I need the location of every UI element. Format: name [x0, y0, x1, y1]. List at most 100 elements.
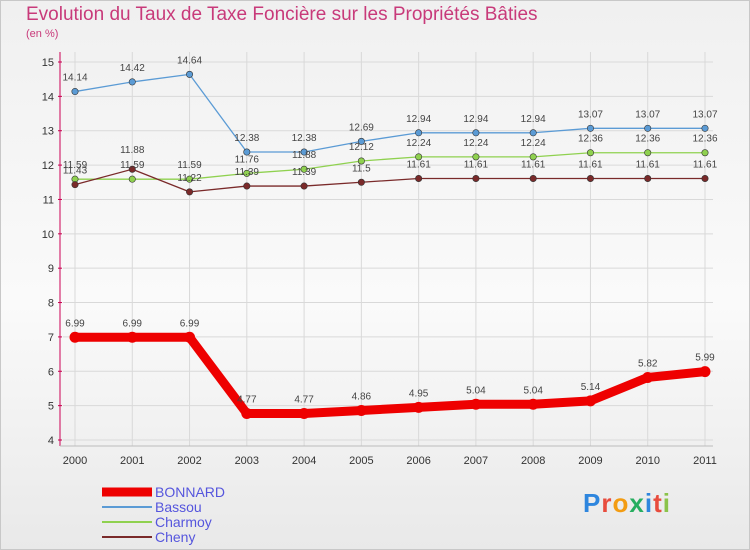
data-point-bassou	[357, 137, 365, 145]
series-line-charmoy	[74, 152, 706, 180]
axes: 4 5 6 7 8 9 10 11 12 13 14 15 2000 2001 2002 2003 2004 20…	[42, 52, 717, 467]
data-label-bonnard: 4.77	[237, 395, 257, 406]
data-point-bonnard	[527, 398, 539, 410]
data-label-charmoy: 11.59	[177, 160, 202, 171]
data-label-cheny: 11.61	[521, 159, 546, 170]
legend-label-bassou: Bassou	[155, 499, 202, 515]
data-label-bonnard: 5.04	[523, 385, 543, 396]
data-label-charmoy: 12.12	[349, 142, 374, 153]
data-label-bassou: 12.94	[406, 114, 431, 125]
data-point-cheny	[701, 174, 709, 182]
x-tick-label: 2009	[578, 455, 602, 467]
series-line-cheny	[74, 168, 706, 193]
series-line-bassou	[74, 73, 706, 153]
data-point-cheny	[357, 178, 365, 186]
proxiti-logo: Proxiti	[583, 488, 671, 519]
data-point-charmoy	[243, 169, 251, 177]
data-point-charmoy	[701, 149, 709, 157]
data-point-bonnard	[69, 331, 81, 343]
data-point-bassou	[186, 70, 194, 78]
data-label-cheny: 11.61	[578, 159, 603, 170]
data-label-bassou: 14.64	[177, 55, 202, 66]
data-label-bonnard: 6.99	[123, 318, 143, 329]
data-label-cheny: 11.39	[292, 167, 317, 178]
data-label-charmoy: 12.36	[692, 134, 717, 145]
data-label-cheny: 11.39	[235, 167, 260, 178]
data-point-cheny	[71, 181, 79, 189]
x-tick-label: 2001	[120, 455, 144, 467]
y-tick-label: 15	[42, 57, 54, 69]
data-point-charmoy	[529, 153, 537, 161]
x-tick-label: 2011	[693, 455, 717, 467]
y-tick-label: 13	[42, 126, 54, 138]
logo-letter: P	[583, 488, 602, 518]
data-point-bonnard	[642, 371, 654, 383]
data-point-bonnard	[470, 398, 482, 410]
data-label-bonnard: 6.99	[180, 318, 200, 329]
data-point-bonnard	[413, 401, 425, 413]
data-label-bassou: 14.14	[62, 73, 87, 84]
data-label-bonnard: 5.04	[466, 385, 486, 396]
data-point-charmoy	[644, 149, 652, 157]
legend-label-charmoy: Charmoy	[155, 514, 212, 530]
data-label-bonnard: 6.99	[65, 318, 85, 329]
data-point-bassou	[701, 124, 709, 132]
y-tick-label: 14	[42, 91, 54, 103]
y-tick-label: 12	[42, 160, 54, 172]
data-label-charmoy: 12.24	[406, 138, 431, 149]
data-label-bonnard: 5.14	[581, 382, 601, 393]
data-point-bonnard	[355, 404, 367, 416]
data-point-bassou	[71, 88, 79, 96]
x-tick-label: 2008	[521, 455, 545, 467]
data-point-bassou	[415, 129, 423, 137]
data-point-bassou	[472, 129, 480, 137]
data-point-charmoy	[415, 153, 423, 161]
data-label-bonnard: 5.99	[695, 353, 715, 364]
data-point-charmoy	[357, 157, 365, 165]
data-label-charmoy: 12.36	[578, 134, 603, 145]
logo-letter: t	[653, 488, 663, 518]
y-tick-label: 5	[48, 401, 54, 413]
x-tick-label: 2005	[349, 455, 373, 467]
data-point-cheny	[529, 174, 537, 182]
data-label-bonnard: 5.82	[638, 358, 658, 369]
data-label-charmoy: 12.24	[521, 138, 546, 149]
chart-title: Evolution du Taux de Taxe Foncière sur l…	[26, 4, 538, 25]
data-label-bassou: 14.42	[120, 63, 145, 74]
data-label-cheny: 11.61	[636, 159, 661, 170]
data-point-cheny	[128, 165, 136, 173]
data-point-bonnard	[126, 331, 138, 343]
data-label-bassou: 13.07	[578, 109, 603, 120]
data-point-charmoy	[586, 149, 594, 157]
logo-letter: i	[662, 488, 671, 518]
data-label-cheny: 11.22	[177, 173, 202, 184]
data-label-cheny: 11.61	[406, 159, 431, 170]
y-tick-label: 9	[48, 263, 54, 275]
data-label-cheny: 11.61	[464, 159, 489, 170]
data-label-bassou: 12.94	[463, 114, 488, 125]
y-tick-label: 4	[48, 435, 54, 447]
data-point-bassou	[128, 78, 136, 86]
legend-label-bonnard: BONNARD	[155, 484, 225, 500]
data-point-bonnard	[584, 395, 596, 407]
data-label-bonnard: 4.77	[294, 395, 314, 406]
data-label-charmoy: 12.24	[463, 138, 488, 149]
data-label-cheny: 11.61	[693, 159, 718, 170]
y-tick-label: 10	[42, 229, 54, 241]
data-point-cheny	[586, 174, 594, 182]
series-line-bonnard	[70, 332, 710, 419]
data-point-bassou	[586, 124, 594, 132]
data-point-bassou	[243, 148, 251, 156]
data-label-cheny: 11.88	[120, 145, 145, 156]
data-point-charmoy	[472, 153, 480, 161]
data-point-bonnard	[699, 366, 711, 378]
data-point-cheny	[300, 182, 308, 190]
data-label-bassou: 12.38	[234, 133, 259, 144]
data-label-charmoy: 11.76	[235, 154, 260, 165]
x-tick-label: 2006	[406, 455, 430, 467]
legend-label-cheny: Cheny	[155, 529, 195, 545]
data-point-cheny	[472, 174, 480, 182]
data-label-cheny: 11.5	[352, 163, 371, 174]
